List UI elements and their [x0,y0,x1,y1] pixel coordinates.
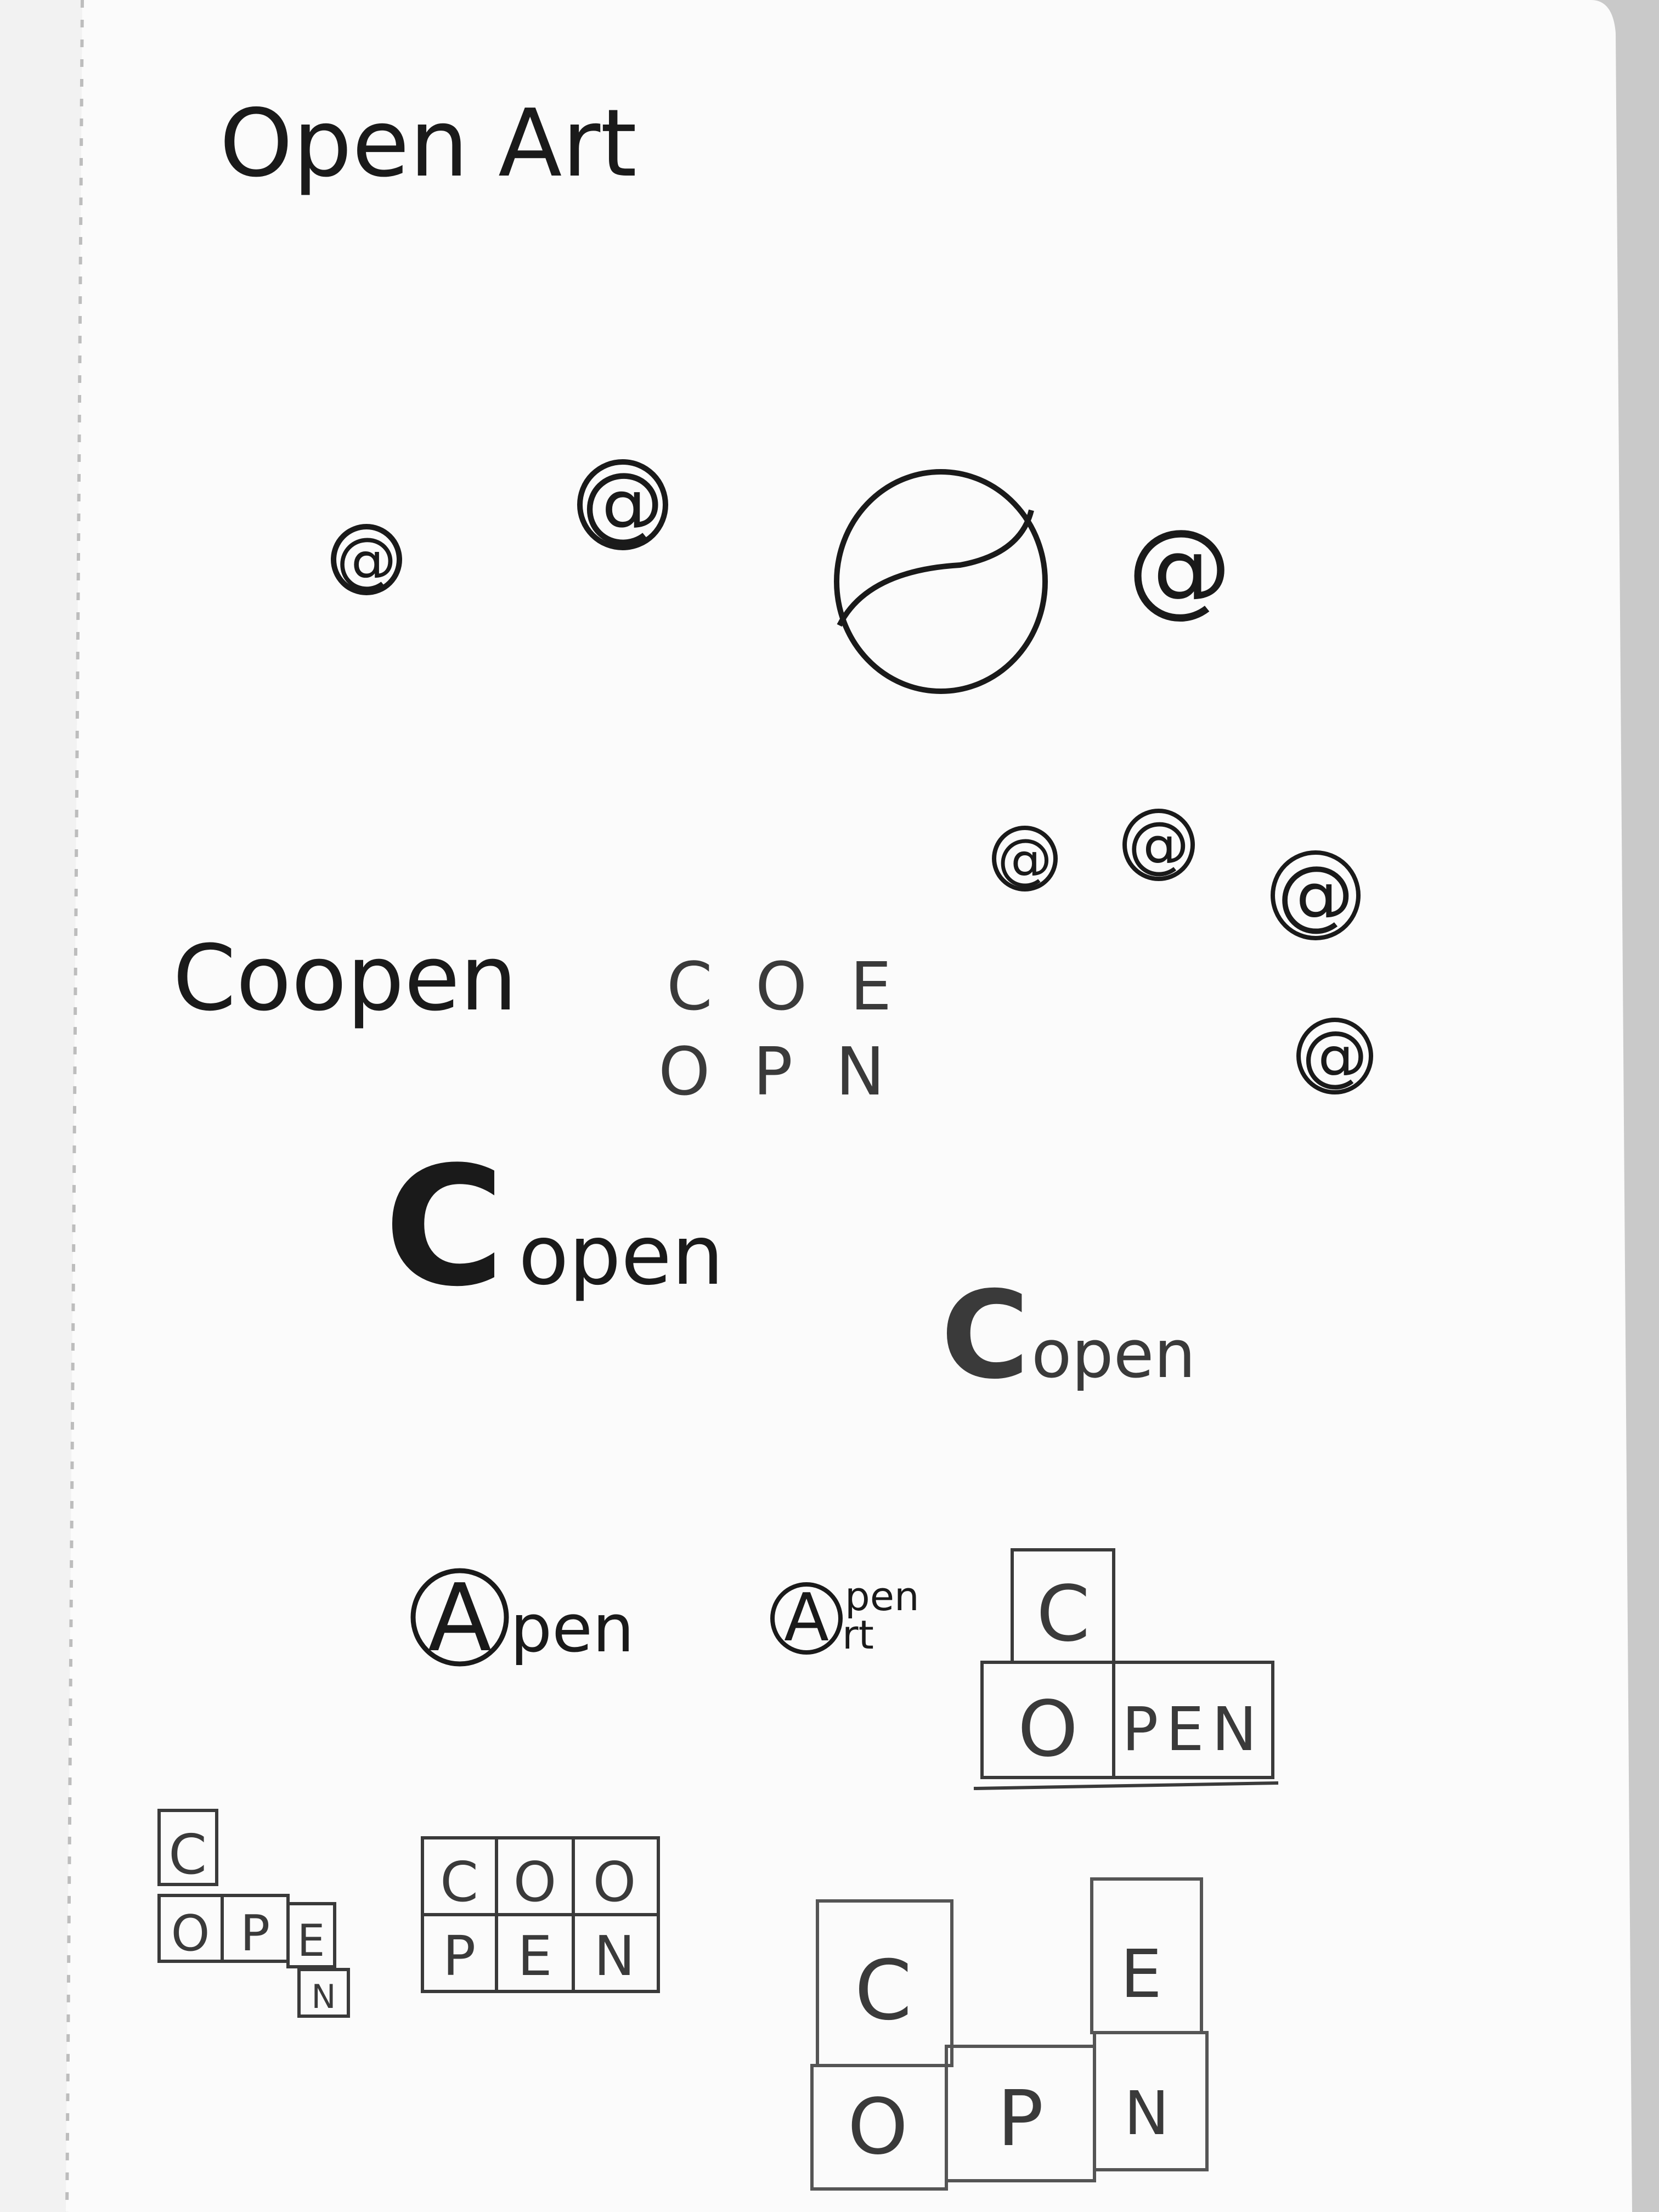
grid-l-top-letter: C [1036,1570,1090,1659]
grid-2x3 [421,1836,660,1993]
grid-l-bottom-letter-1: O [1018,1685,1078,1774]
grid-2x3-r1-c1: C [440,1850,478,1914]
grid-big-r1-c1: C [855,1943,912,2039]
svg-text:@: @ [336,524,397,595]
sketchbook-page [66,0,1632,2212]
circled-a-small-mark: A [770,1580,843,1656]
grid-big-r2-c3: N [1124,2078,1169,2148]
circle-sketch [834,469,1048,694]
grid-l-bottom-letter-2: PEN [1122,1694,1265,1764]
scattered-letters-row1: C O E [667,949,902,1025]
title-text: Open Art [219,89,637,198]
circled-a-mark: A [410,1564,509,1673]
svg-text:@: @ [1277,850,1354,939]
grid-l-shape [973,1548,1279,1790]
grid-2x3-r2-c2: E [517,1924,552,1988]
apen-art-line1: pen [845,1573,919,1620]
svg-text:@: @ [997,827,1052,891]
grid-stair-mid-letter-2: P [240,1905,270,1962]
bold-open-word: open [518,1208,724,1304]
grid-big-r2-c2: P [997,2074,1043,2164]
small-c-mark: C [941,1265,1029,1406]
grid-staircase [157,1809,350,2018]
svg-text:@: @ [1128,809,1189,881]
at-symbol-small: @ [331,524,402,595]
small-open-word: open [1031,1317,1195,1393]
svg-text:A: A [428,1564,492,1673]
grid-big [810,1877,1209,2191]
grid-stair-mid-letter-3: E [297,1915,325,1966]
at-symbol-cluster-1: @ [992,826,1058,891]
bold-c-mark: C [384,1131,505,1323]
grid-2x3-r1-c3: O [593,1850,636,1914]
at-symbol-cluster-3: @ [1271,850,1361,940]
at-symbol-plain: @ [1127,507,1232,628]
at-symbol-cluster-2: @ [1122,809,1195,881]
page-perforation [65,0,84,2212]
scattered-letters-row2: O P N [658,1034,896,1110]
grid-2x3-r2-c1: P [443,1924,476,1988]
svg-text:@: @ [1302,1018,1368,1094]
at-symbol-large: @ [577,455,668,551]
grid-2x3-r2-c3: N [594,1924,635,1988]
svg-text:@: @ [1127,507,1232,628]
svg-text:A: A [784,1580,829,1656]
grid-2x3-r1-c2: O [514,1850,557,1914]
grid-big-r1-c2: E [1120,1937,1162,2013]
svg-text:@: @ [582,455,664,551]
coopen-text: Coopen [173,926,517,1031]
grid-stair-low-letter: N [312,1978,336,2016]
grid-stair-mid-letter-1: O [171,1905,210,1962]
grid-stair-top-letter: C [168,1822,207,1887]
apen-word: pen [510,1591,634,1667]
at-symbol-cluster-4: @ [1296,1018,1373,1094]
grid-big-r2-c1: O [848,2083,908,2172]
apen-art-line2: rt [842,1612,874,1658]
